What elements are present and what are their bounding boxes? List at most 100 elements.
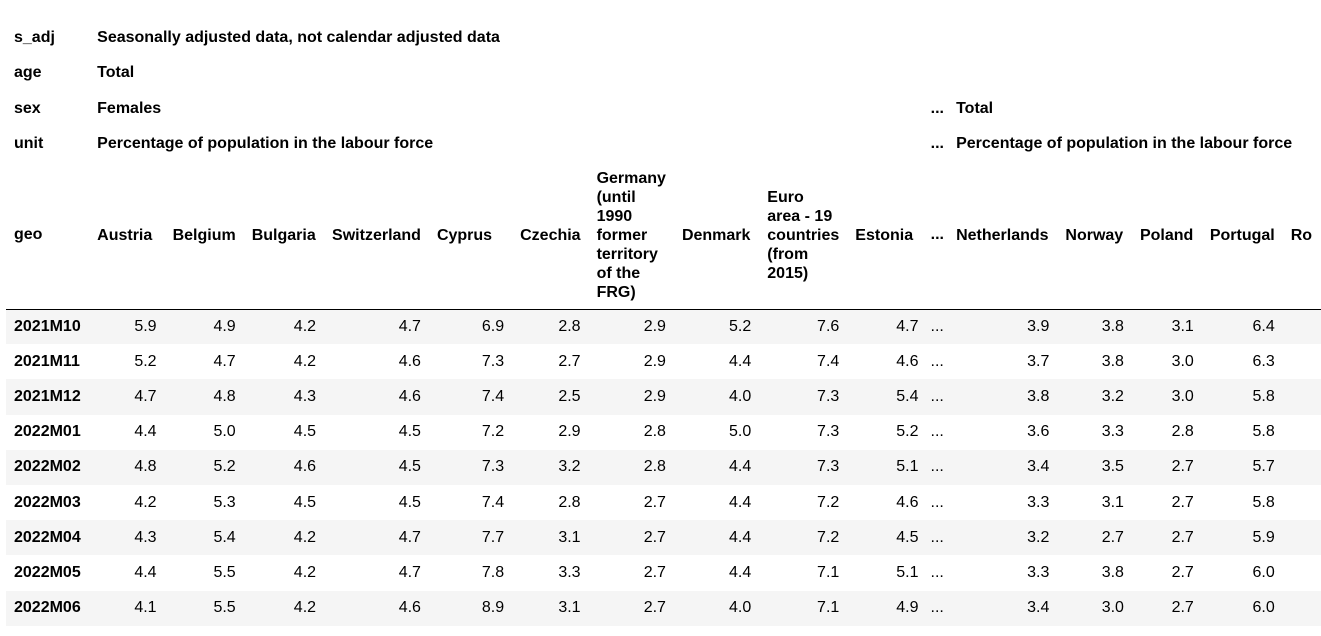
table-cell: 3.3 (1027, 563, 1050, 581)
table-row: 2021M12 4.7 4.8 4.3 4.6 7.4 2.5 2.9 4.0 7.3 5.4...… (6, 379, 1321, 415)
index-level-label: sex (14, 99, 41, 117)
column-header-country: Netherlands (948, 162, 1058, 310)
ellipsis-marker: ... (926, 520, 949, 556)
table-cell: 4.6 (398, 352, 421, 370)
table-cell: 4.0 (673, 379, 760, 415)
table-cell: 4.4 (673, 449, 760, 485)
table-cell: 4.1 (89, 590, 165, 626)
table-cell: 3.3 (558, 563, 581, 581)
table-cell: 2.7 (588, 590, 674, 626)
column-header-country: Czechia (512, 162, 589, 310)
table-cell: 4.3 (243, 379, 325, 415)
table-cell: 2.8 (643, 423, 666, 441)
row-index-period: 2021M12 (6, 379, 90, 415)
table-cell: 5.8 (1201, 379, 1283, 415)
table-cell: 5.0 (729, 423, 752, 441)
table-cell: 7.8 (481, 563, 505, 581)
table-cell: 4.5 (398, 423, 421, 441)
table-cell: 4.7 (213, 352, 236, 370)
table-row: 2022M04 4.3 5.4 4.2 4.7 7.7 3.1 2.7 4.4 7.2 4.5...… (6, 520, 1321, 556)
table-cell: 3.2 (948, 520, 1058, 556)
column-level-value: Females (97, 99, 162, 117)
table-cell: 3.3 (1027, 493, 1050, 511)
table-cell: 4.7 (324, 309, 429, 345)
column-header-country: Switzerland (324, 162, 429, 310)
dataframe-table: s_adj Seasonally adjusted data, not calen… (6, 20, 1321, 626)
table-cell: 2.8 (588, 449, 674, 485)
table-cell: 3.1 (512, 520, 589, 556)
column-header-country: Euro area - 19 countries (from 2015) (759, 162, 848, 310)
table-cell: 7.3 (817, 423, 840, 441)
table-cell: 2.7 (643, 493, 666, 511)
table-cell: 6.0 (1201, 590, 1283, 626)
table-cell: 4.2 (293, 352, 317, 370)
table-cell: 4.3 (89, 520, 165, 556)
table-row: 2022M06 4.1 5.5 4.2 4.6 8.9 3.1 2.7 4.0 7.1 4.9...… (6, 590, 1321, 626)
row-index-period: 2022M04 (6, 520, 90, 556)
table-cell: 7.2 (817, 493, 840, 511)
table-cell: 4.9 (847, 590, 927, 626)
table-cell: 4.4 (134, 563, 157, 581)
table-cell: 4.4 (729, 352, 752, 370)
column-level-value: Percentage of population in the labour f… (97, 135, 434, 153)
table-cell: 5.5 (213, 563, 236, 581)
table-cell: 6.4 (1201, 309, 1283, 345)
table-cell: 2.7 (1131, 520, 1202, 556)
table-cell: 4.2 (293, 563, 317, 581)
table-cell: 4.6 (324, 590, 429, 626)
table-cell: 2.9 (643, 352, 666, 370)
index-level-label: unit (14, 135, 44, 153)
column-level-value: Total (97, 64, 135, 82)
table-cell: 4.2 (134, 493, 157, 511)
table-cell: 5.3 (213, 493, 236, 511)
table-cell: 6.0 (1252, 563, 1275, 581)
row-index-period: 2022M01 (14, 423, 81, 441)
table-cell: 3.4 (948, 449, 1058, 485)
table-cell: 2.7 (558, 352, 581, 370)
table-cell: 7.7 (428, 520, 513, 556)
index-level-label: age (14, 64, 42, 82)
table-cell: 5.9 (1201, 520, 1283, 556)
table-cell: 5.1 (896, 563, 919, 581)
table-cell: 4.6 (896, 352, 919, 370)
table-cell: 4.7 (89, 379, 165, 415)
table-cell: 2.9 (588, 309, 674, 345)
table-cell: 3.5 (1057, 449, 1132, 485)
table-row: 2022M01 4.4 5.0 4.5 4.5 7.2 2.9 2.8 5.0 7.3 5.2...… (6, 415, 1321, 450)
table-cell: 4.6 (243, 449, 325, 485)
table-cell: 2.7 (588, 520, 674, 556)
table-cell: 3.4 (948, 590, 1058, 626)
table-cell: 7.1 (817, 563, 840, 581)
table-cell: 3.0 (1131, 379, 1202, 415)
table-cell: 2.9 (588, 379, 674, 415)
table-cell: 3.0 (1057, 590, 1132, 626)
table-cell: 4.8 (89, 449, 165, 485)
table-cell-truncated (1282, 449, 1321, 485)
table-cell: 7.3 (759, 379, 848, 415)
table-row: 2022M03 4.2 5.3 4.5 4.5 7.4 2.8 2.7 4.4 7.2 4.6...… (6, 485, 1321, 520)
column-level-value-right (948, 56, 1321, 92)
table-cell: 4.4 (729, 563, 752, 581)
table-cell: 7.4 (428, 379, 513, 415)
table-cell: 2.7 (1057, 520, 1132, 556)
table-cell: 7.1 (759, 590, 848, 626)
table-cell-truncated (1282, 520, 1321, 556)
table-cell: 7.3 (428, 449, 513, 485)
row-index-period: 2021M11 (14, 352, 80, 370)
ellipsis-marker: ... (930, 423, 944, 441)
column-level-value-right: Percentage of population in the labour f… (956, 135, 1293, 153)
column-level-value: Seasonally adjusted data, not calendar a… (97, 28, 500, 46)
table-cell: 4.5 (847, 520, 927, 556)
row-index-period: 2021M10 (6, 309, 90, 345)
header-row-unit: unit Percentage of population in the labo… (6, 127, 1321, 163)
table-cell: 5.2 (673, 309, 760, 345)
table-cell: 7.4 (481, 493, 505, 511)
table-cell: 4.2 (243, 309, 325, 345)
ellipsis-marker: ... (930, 493, 944, 511)
table-cell: 2.8 (558, 493, 581, 511)
column-header-country: Norway (1057, 162, 1132, 310)
table-cell: 5.1 (847, 449, 927, 485)
table-cell-truncated (1282, 590, 1321, 626)
table-cell: 2.8 (512, 309, 589, 345)
table-cell-truncated (1282, 379, 1321, 415)
